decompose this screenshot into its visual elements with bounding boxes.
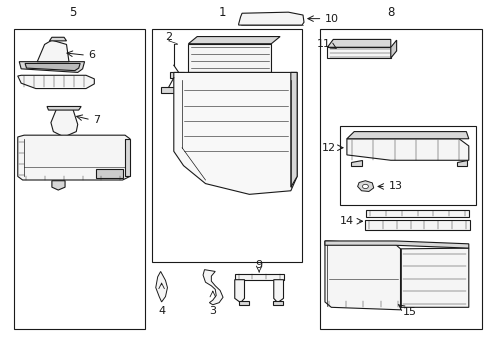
- Polygon shape: [18, 75, 94, 89]
- Polygon shape: [170, 72, 183, 78]
- Polygon shape: [325, 241, 468, 248]
- Text: 3: 3: [209, 306, 216, 316]
- Polygon shape: [173, 72, 297, 194]
- Text: 5: 5: [69, 6, 77, 19]
- Polygon shape: [203, 270, 223, 305]
- Text: 12: 12: [322, 143, 335, 153]
- Text: 15: 15: [402, 307, 416, 317]
- Bar: [152, 30, 302, 262]
- Polygon shape: [346, 139, 468, 160]
- Polygon shape: [390, 40, 396, 58]
- Polygon shape: [156, 271, 167, 302]
- Text: 6: 6: [88, 50, 95, 60]
- Text: 8: 8: [386, 6, 394, 19]
- Bar: [320, 30, 482, 329]
- Polygon shape: [49, 37, 66, 41]
- Text: 14: 14: [339, 216, 353, 226]
- Polygon shape: [350, 160, 361, 166]
- Text: 13: 13: [387, 181, 402, 192]
- Polygon shape: [327, 40, 390, 47]
- Text: 1: 1: [218, 6, 226, 19]
- Text: 10: 10: [325, 14, 338, 24]
- Polygon shape: [188, 44, 271, 72]
- Polygon shape: [290, 72, 297, 187]
- Polygon shape: [400, 248, 468, 307]
- Text: 2: 2: [165, 32, 172, 41]
- Polygon shape: [188, 37, 280, 44]
- Polygon shape: [96, 169, 122, 178]
- Polygon shape: [18, 135, 130, 180]
- Polygon shape: [234, 280, 244, 303]
- Polygon shape: [238, 12, 304, 25]
- Text: 7: 7: [93, 115, 100, 125]
- Polygon shape: [272, 301, 282, 305]
- Polygon shape: [346, 132, 468, 139]
- Polygon shape: [456, 160, 467, 166]
- Polygon shape: [160, 87, 177, 93]
- Polygon shape: [51, 108, 78, 137]
- Bar: [14, 30, 144, 329]
- Polygon shape: [327, 47, 390, 58]
- Bar: [339, 126, 475, 205]
- Polygon shape: [25, 63, 80, 71]
- Circle shape: [362, 184, 367, 189]
- Polygon shape: [365, 220, 469, 230]
- Polygon shape: [19, 62, 84, 72]
- Polygon shape: [234, 274, 283, 280]
- Polygon shape: [273, 280, 283, 303]
- Polygon shape: [52, 181, 65, 190]
- Polygon shape: [125, 139, 130, 176]
- Polygon shape: [47, 107, 81, 110]
- Polygon shape: [37, 40, 69, 62]
- Polygon shape: [325, 241, 400, 310]
- Text: 4: 4: [158, 306, 165, 316]
- Text: 11: 11: [317, 40, 330, 49]
- Polygon shape: [366, 211, 468, 217]
- Polygon shape: [357, 181, 373, 192]
- Text: 9: 9: [255, 260, 262, 270]
- Polygon shape: [238, 301, 249, 305]
